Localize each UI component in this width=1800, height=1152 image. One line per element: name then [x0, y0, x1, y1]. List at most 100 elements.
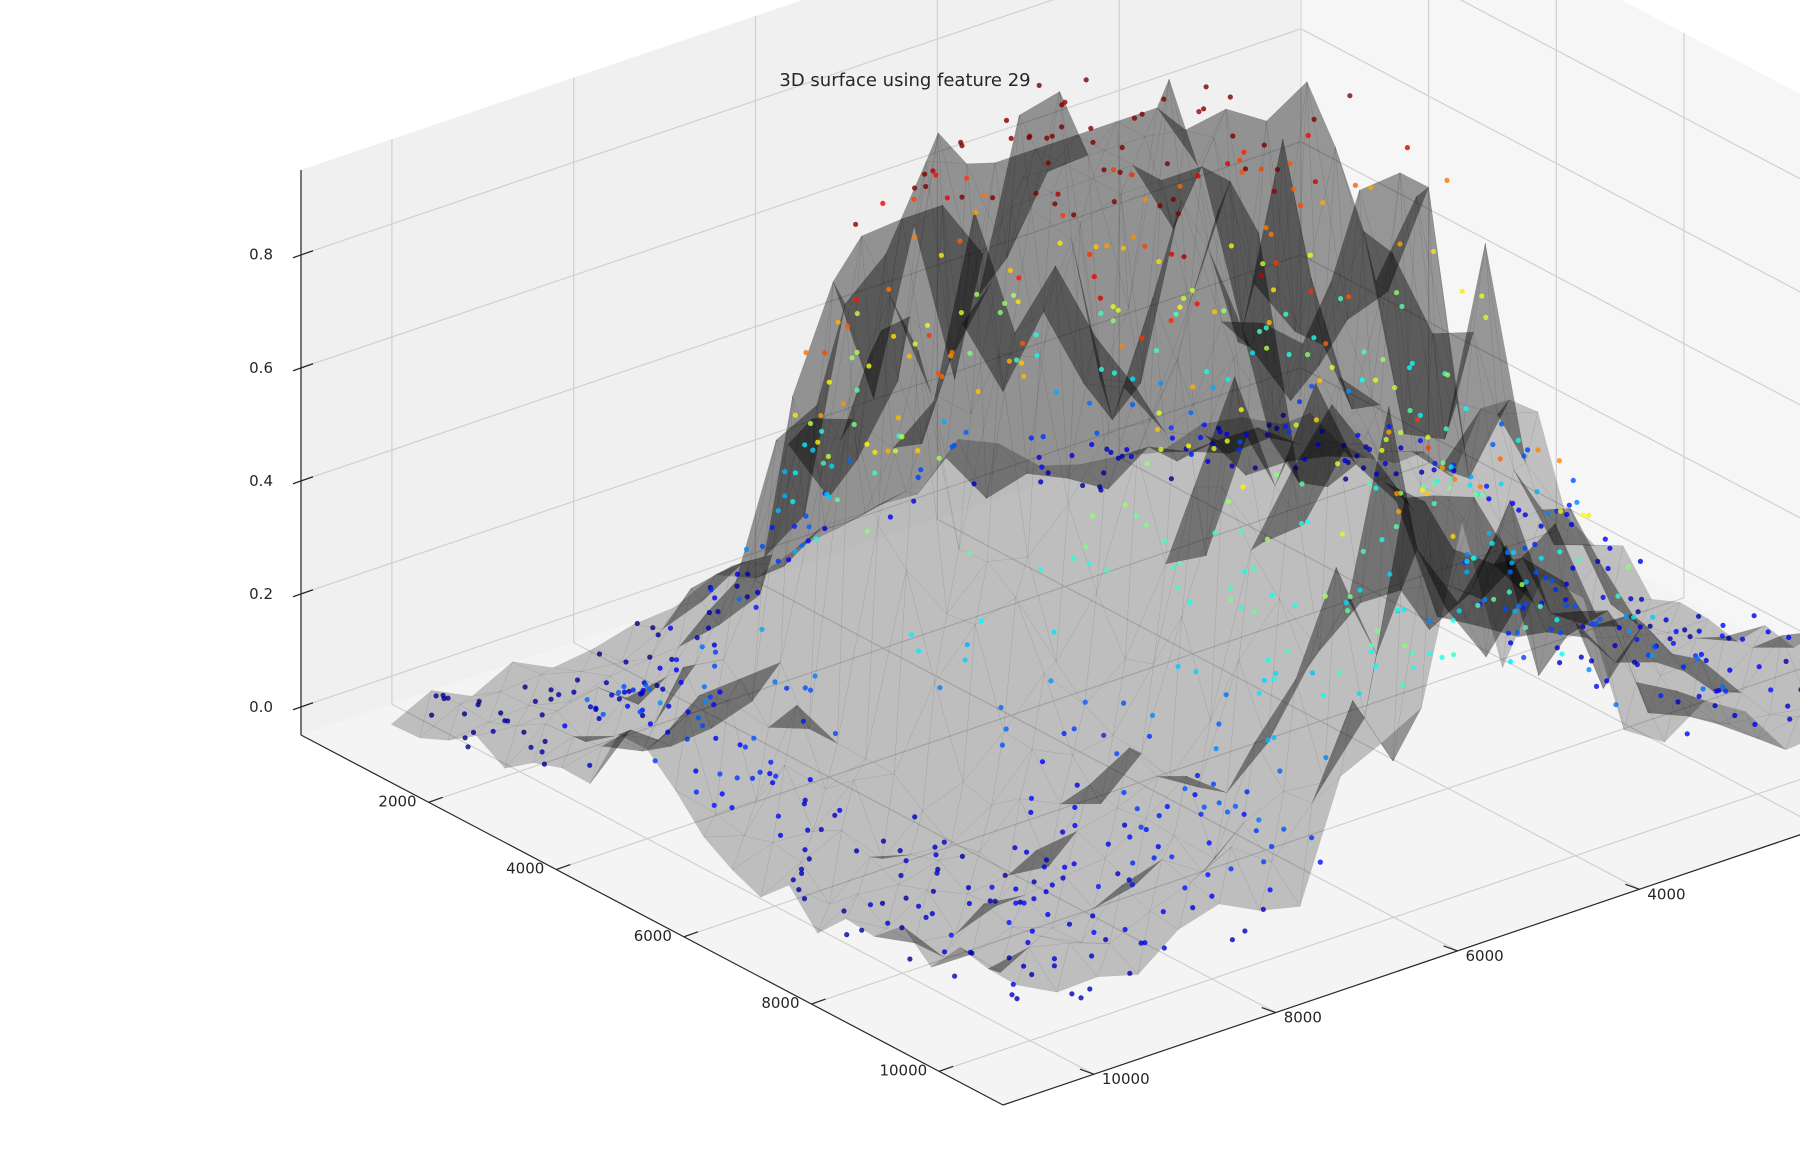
scatter-point: [805, 827, 811, 833]
scatter-point: [1055, 191, 1061, 197]
surface-triangle: [958, 353, 1000, 550]
scatter-point: [1069, 452, 1075, 459]
surface-triangle: [1412, 508, 1454, 584]
scatter-point: [650, 625, 656, 631]
surface-triangle: [1688, 716, 1730, 725]
surface-triangle: [1109, 884, 1151, 945]
scatter-point: [799, 870, 805, 877]
scatter-point: [1162, 538, 1168, 544]
scatter-point: [1190, 384, 1196, 390]
scatter-point: [1177, 304, 1183, 310]
scatter-point: [958, 310, 965, 316]
surface-triangle: [885, 161, 927, 382]
scatter-point: [966, 900, 973, 907]
scatter-point: [1006, 919, 1012, 926]
surface-triangle: [1740, 635, 1782, 716]
surface-triangle: [1121, 858, 1163, 912]
surface-triangle: [1230, 822, 1273, 863]
surface-triangle: [845, 893, 888, 929]
surface-triangle: [1048, 784, 1090, 867]
surface-triangle: [910, 843, 952, 861]
scatter-point: [1426, 618, 1432, 624]
scatter-point: [1450, 533, 1456, 540]
surface-triangle: [914, 889, 956, 944]
scatter-point: [1021, 373, 1027, 379]
surface-triangle: [581, 661, 623, 677]
surface-triangle: [1440, 408, 1482, 479]
surface-triangle: [1136, 358, 1178, 454]
scatter-point: [1605, 565, 1611, 572]
surface-triangle: [1383, 450, 1425, 464]
scatter-point: [1456, 608, 1462, 614]
surface-triangle: [1152, 297, 1194, 433]
surface-triangle: [1659, 653, 1702, 677]
surface-triangle: [816, 303, 858, 461]
surface-triangle: [950, 804, 993, 853]
scatter-point: [1071, 555, 1077, 562]
scatter-point: [1072, 804, 1078, 811]
scatter-point: [669, 656, 675, 663]
surface-triangle: [1384, 481, 1426, 510]
scatter-point: [1647, 623, 1653, 629]
surface-triangle: [820, 236, 862, 476]
surface-triangle: [979, 798, 1021, 853]
surface-triangle: [1769, 634, 1800, 715]
scatter-point: [841, 908, 847, 914]
surface-triangle: [687, 700, 729, 814]
surface-triangle: [1039, 223, 1081, 505]
surface-triangle: [971, 903, 1013, 955]
grid-line-y: [573, 77, 1276, 1014]
surface-triangle: [1129, 747, 1171, 778]
scatter-point: [1204, 369, 1210, 375]
scatter-point: [1061, 730, 1067, 737]
scatter-point: [872, 470, 878, 476]
scatter-point: [1523, 601, 1529, 607]
surface-triangle: [1323, 699, 1365, 783]
scatter-point: [1658, 693, 1664, 699]
scatter-point: [755, 589, 761, 596]
scatter-point: [1545, 510, 1551, 516]
surface-triangle: [897, 854, 940, 886]
surface-triangle: [1128, 79, 1170, 384]
scatter-point: [1239, 169, 1245, 175]
scatter-point: [1589, 621, 1595, 627]
surface-triangle: [1392, 495, 1434, 762]
scatter-point: [819, 428, 825, 434]
scatter-point: [801, 801, 808, 807]
scatter-point: [1532, 541, 1538, 548]
surface-triangle: [962, 282, 1004, 392]
surface-triangle: [702, 561, 744, 601]
surface-triangle: [459, 691, 501, 705]
scatter-point: [1580, 512, 1586, 518]
surface-triangle: [1339, 376, 1381, 410]
scatter-point: [1177, 560, 1183, 567]
surface-triangle: [1128, 79, 1170, 308]
scatter-point: [1044, 135, 1050, 141]
surface-triangle: [1019, 798, 1061, 868]
scatter-point: [1374, 471, 1380, 477]
scatter-point: [1374, 628, 1380, 634]
surface-triangle: [1156, 107, 1198, 166]
scatter-point: [1522, 545, 1528, 551]
scatter-point: [926, 332, 932, 338]
scatter-point: [989, 884, 995, 890]
surface-triangle: [475, 722, 517, 737]
scatter-point: [1298, 520, 1305, 527]
scatter-point: [1120, 245, 1126, 251]
scatter-point: [713, 735, 719, 741]
surface-triangle: [1396, 501, 1438, 617]
scatter-point: [1051, 629, 1057, 635]
scatter-point: [1765, 629, 1771, 635]
surface-triangle: [1051, 178, 1093, 225]
surface-triangle: [1351, 252, 1393, 410]
scatter-point: [1181, 254, 1187, 260]
scatter-point: [1155, 426, 1161, 433]
scatter-point: [957, 238, 963, 244]
surface-triangle: [1444, 243, 1486, 440]
surface-triangle: [1112, 663, 1154, 754]
scatter-point: [1164, 803, 1170, 810]
surface-triangle: [621, 623, 664, 663]
scatter-point: [990, 195, 996, 201]
surface-triangle: [1570, 508, 1612, 605]
surface-triangle: [1603, 623, 1645, 689]
